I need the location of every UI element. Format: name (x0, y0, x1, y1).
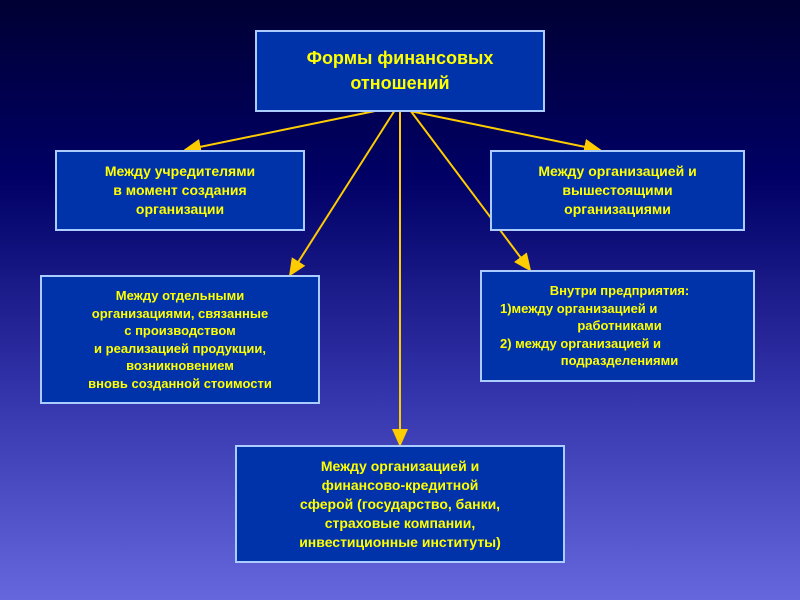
text-line: вышестоящими (506, 181, 729, 200)
text-line: финансово-кредитной (251, 476, 549, 495)
text-line: страховые компании, (251, 514, 549, 533)
text-line: Между организацией и (251, 457, 549, 476)
box-financial-credit: Между организацией и финансово-кредитной… (235, 445, 565, 563)
text-line: Между учредителями (71, 162, 289, 181)
box-between-orgs: Между отдельными организациями, связанны… (40, 275, 320, 404)
text-line: 1)между организацией и (500, 300, 739, 318)
text-line: работниками (500, 317, 739, 335)
text-line: и реализацией продукции, (56, 340, 304, 358)
box-higher-orgs: Между организацией и вышестоящими органи… (490, 150, 745, 231)
text-line: возникновением (56, 357, 304, 375)
text-line: 2) между организацией и (500, 335, 739, 353)
text-line: Между организацией и (506, 162, 729, 181)
box-inside-enterprise: Внутри предприятия: 1)между организацией… (480, 270, 755, 382)
text-line: организациями (506, 200, 729, 219)
text-line: сферой (государство, банки, (251, 495, 549, 514)
text-line: Внутри предприятия: (500, 282, 739, 300)
text-line: организациями, связанные (56, 305, 304, 323)
text-line: Между отдельными (56, 287, 304, 305)
text-line: инвестиционные институты) (251, 533, 549, 552)
text-line: в момент создания (71, 181, 289, 200)
title-line1: Формы финансовых (273, 46, 527, 71)
text-line: с производством (56, 322, 304, 340)
box-founders: Между учредителями в момент создания орг… (55, 150, 305, 231)
text-line: вновь созданной стоимости (56, 375, 304, 393)
title-line2: отношений (273, 71, 527, 96)
title-box: Формы финансовых отношений (255, 30, 545, 112)
text-line: организации (71, 200, 289, 219)
text-line: подразделениями (500, 352, 739, 370)
